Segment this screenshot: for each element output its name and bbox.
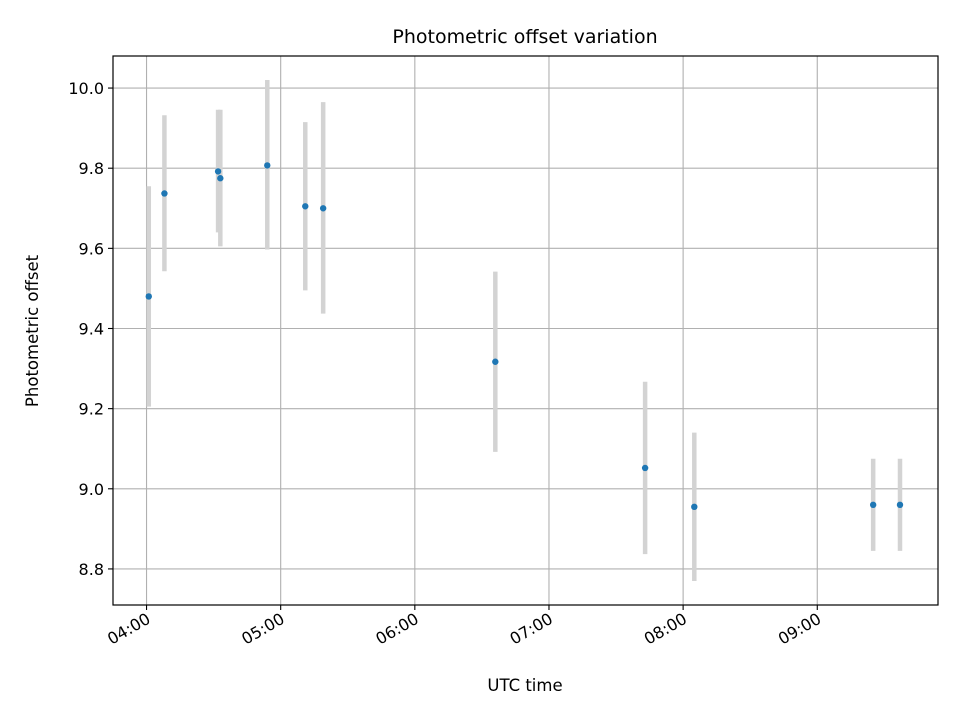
data-point — [641, 464, 649, 472]
y-tick-label: 9.0 — [79, 480, 104, 499]
y-axis-label: Photometric offset — [23, 254, 42, 407]
chart-title: Photometric offset variation — [392, 26, 657, 48]
y-axis: 8.8 9.0 9.2 9.4 9.6 9.8 10.0 — [68, 79, 113, 579]
data-point — [217, 175, 224, 182]
data-point — [869, 501, 877, 509]
data-point — [896, 501, 904, 509]
y-tick-label: 8.8 — [79, 560, 104, 579]
data-point — [319, 205, 327, 212]
data-point — [691, 503, 698, 511]
data-point — [302, 203, 309, 210]
x-axis-label: UTC time — [487, 676, 562, 695]
data-point — [214, 168, 222, 175]
data-points — [145, 162, 904, 511]
data-point — [492, 358, 499, 365]
grid — [113, 56, 938, 605]
y-tick-label: 9.8 — [79, 159, 104, 178]
y-tick-label: 9.6 — [79, 239, 104, 258]
data-point — [161, 190, 168, 197]
y-tick-label: 9.4 — [79, 319, 104, 338]
data-point — [145, 293, 152, 300]
plot-frame — [112, 55, 939, 606]
data-point — [264, 162, 271, 169]
y-tick-label: 10.0 — [68, 79, 104, 98]
y-tick-label: 9.2 — [79, 400, 104, 419]
